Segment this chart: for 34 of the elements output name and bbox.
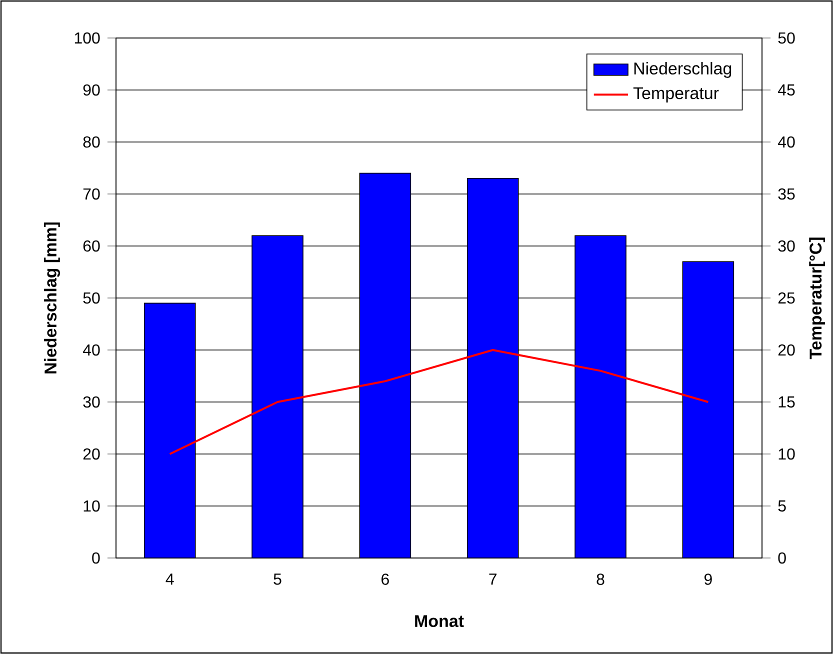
y2-tick-label: 45: [778, 84, 795, 96]
y2-tick-label: 15: [778, 396, 795, 408]
y-tick-label: 30: [83, 396, 100, 408]
y-tick-label: 70: [83, 188, 100, 200]
x-tick-label: 5: [274, 574, 282, 585]
y-tick-label: 60: [83, 240, 100, 252]
y-tick-label: 80: [83, 136, 100, 148]
y-tick-label: 0: [92, 552, 100, 564]
y2-tick-label: 10: [778, 448, 795, 460]
y2-tick-label: 40: [778, 136, 795, 148]
y-axis-title: Niederschlag [mm]: [44, 222, 60, 374]
x-tick-label: 7: [489, 574, 496, 585]
x-axis-title: Monat: [415, 615, 464, 628]
y2-tick-label: 35: [778, 188, 795, 200]
y-tick-label: 10: [84, 500, 100, 512]
y-tick-label: 20: [83, 448, 100, 460]
x-tick-label: 8: [596, 574, 604, 585]
y2-tick-label: 20: [778, 344, 795, 356]
y2-axis-title: Temperatur[°C]: [809, 238, 825, 360]
y-tick-label: 100: [74, 32, 100, 44]
y-tick-label: 40: [82, 344, 100, 356]
y2-tick-label: 5: [778, 500, 786, 512]
line-series: [168, 349, 710, 455]
y-tick-label: 90: [83, 84, 100, 96]
y2-tick-label: 50: [778, 32, 795, 44]
y-tick-label: 50: [83, 292, 100, 304]
x-tick-label: 4: [166, 574, 174, 585]
x-tick-label: 9: [704, 574, 712, 585]
y2-tick-label: 0: [778, 552, 786, 564]
legend-label: Temperatur: [633, 87, 719, 103]
y2-tick-label: 25: [778, 292, 795, 304]
legend-label: Niederschlag: [634, 62, 732, 78]
x-tick-label: 6: [382, 574, 389, 585]
y2-tick-label: 30: [778, 240, 795, 252]
